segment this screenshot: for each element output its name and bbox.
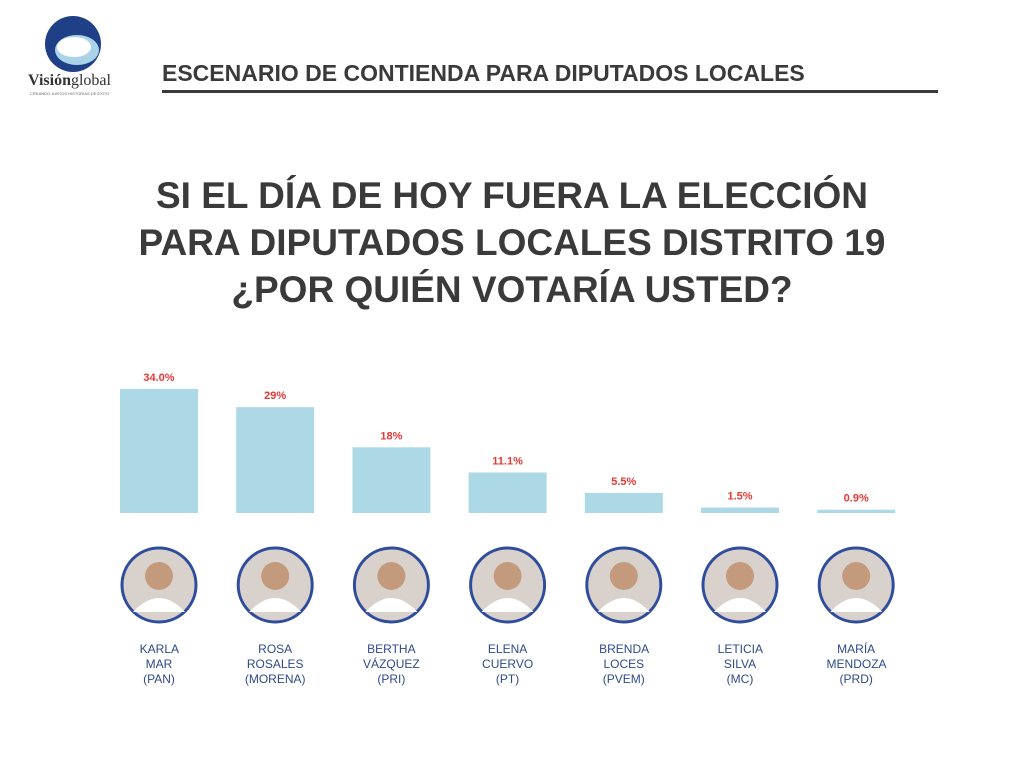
category-label: BERTHA VÁZQUEZ (PRI) xyxy=(363,642,420,686)
photo-body xyxy=(597,598,650,612)
bar xyxy=(120,388,198,513)
photo-face xyxy=(842,562,871,590)
photo-body xyxy=(714,598,766,612)
category-label: ELENA CUERVO (PT) xyxy=(482,642,534,686)
logo-bold: Visión xyxy=(28,72,71,89)
logo-rest: global xyxy=(70,72,111,89)
chart-title: SI EL DÍA DE HOY FUERA LA ELECCIÓN PARA … xyxy=(138,175,886,310)
bar xyxy=(236,407,315,513)
value-label: 1.5% xyxy=(727,491,752,503)
photo-face xyxy=(261,562,290,590)
category-label: ROSA ROSALES (MORENA) xyxy=(244,642,306,686)
bar xyxy=(352,447,431,513)
header: ESCENARIO DE CONTIENDA PARA DIPUTADOS LO… xyxy=(162,60,938,93)
photo-face xyxy=(493,562,522,590)
value-label: 11.1% xyxy=(492,455,523,467)
photo-face xyxy=(145,562,173,590)
value-label: 18% xyxy=(380,430,402,442)
logo-mark xyxy=(45,16,101,72)
category-label: LETICIA SILVA (MC) xyxy=(717,642,764,686)
category-label: BRENDA LOCES (PVEM) xyxy=(599,642,650,686)
logo-name: Visiónglobal xyxy=(28,72,111,90)
bar xyxy=(817,509,896,513)
value-label: 34.0% xyxy=(143,372,174,384)
photo-face xyxy=(377,562,406,590)
photo-body xyxy=(481,598,534,612)
value-label: 5.5% xyxy=(611,476,636,488)
photo-face xyxy=(726,562,754,590)
photo-body xyxy=(365,598,418,612)
category-label: MARÍA MENDOZA (PRD) xyxy=(826,642,887,686)
photo-face xyxy=(609,562,638,590)
bar xyxy=(701,507,779,513)
photo-body xyxy=(249,598,302,612)
value-label: 29% xyxy=(264,390,286,402)
logo-tagline: CREANDO JUNTOS HISTORIAS DE ÉXITO xyxy=(30,91,110,96)
bar xyxy=(468,472,547,513)
bar xyxy=(584,492,663,513)
photo-body xyxy=(133,598,185,612)
value-label: 0.9% xyxy=(844,493,869,505)
photo-body xyxy=(830,598,883,612)
category-label: KARLA MAR (PAN) xyxy=(139,642,180,686)
